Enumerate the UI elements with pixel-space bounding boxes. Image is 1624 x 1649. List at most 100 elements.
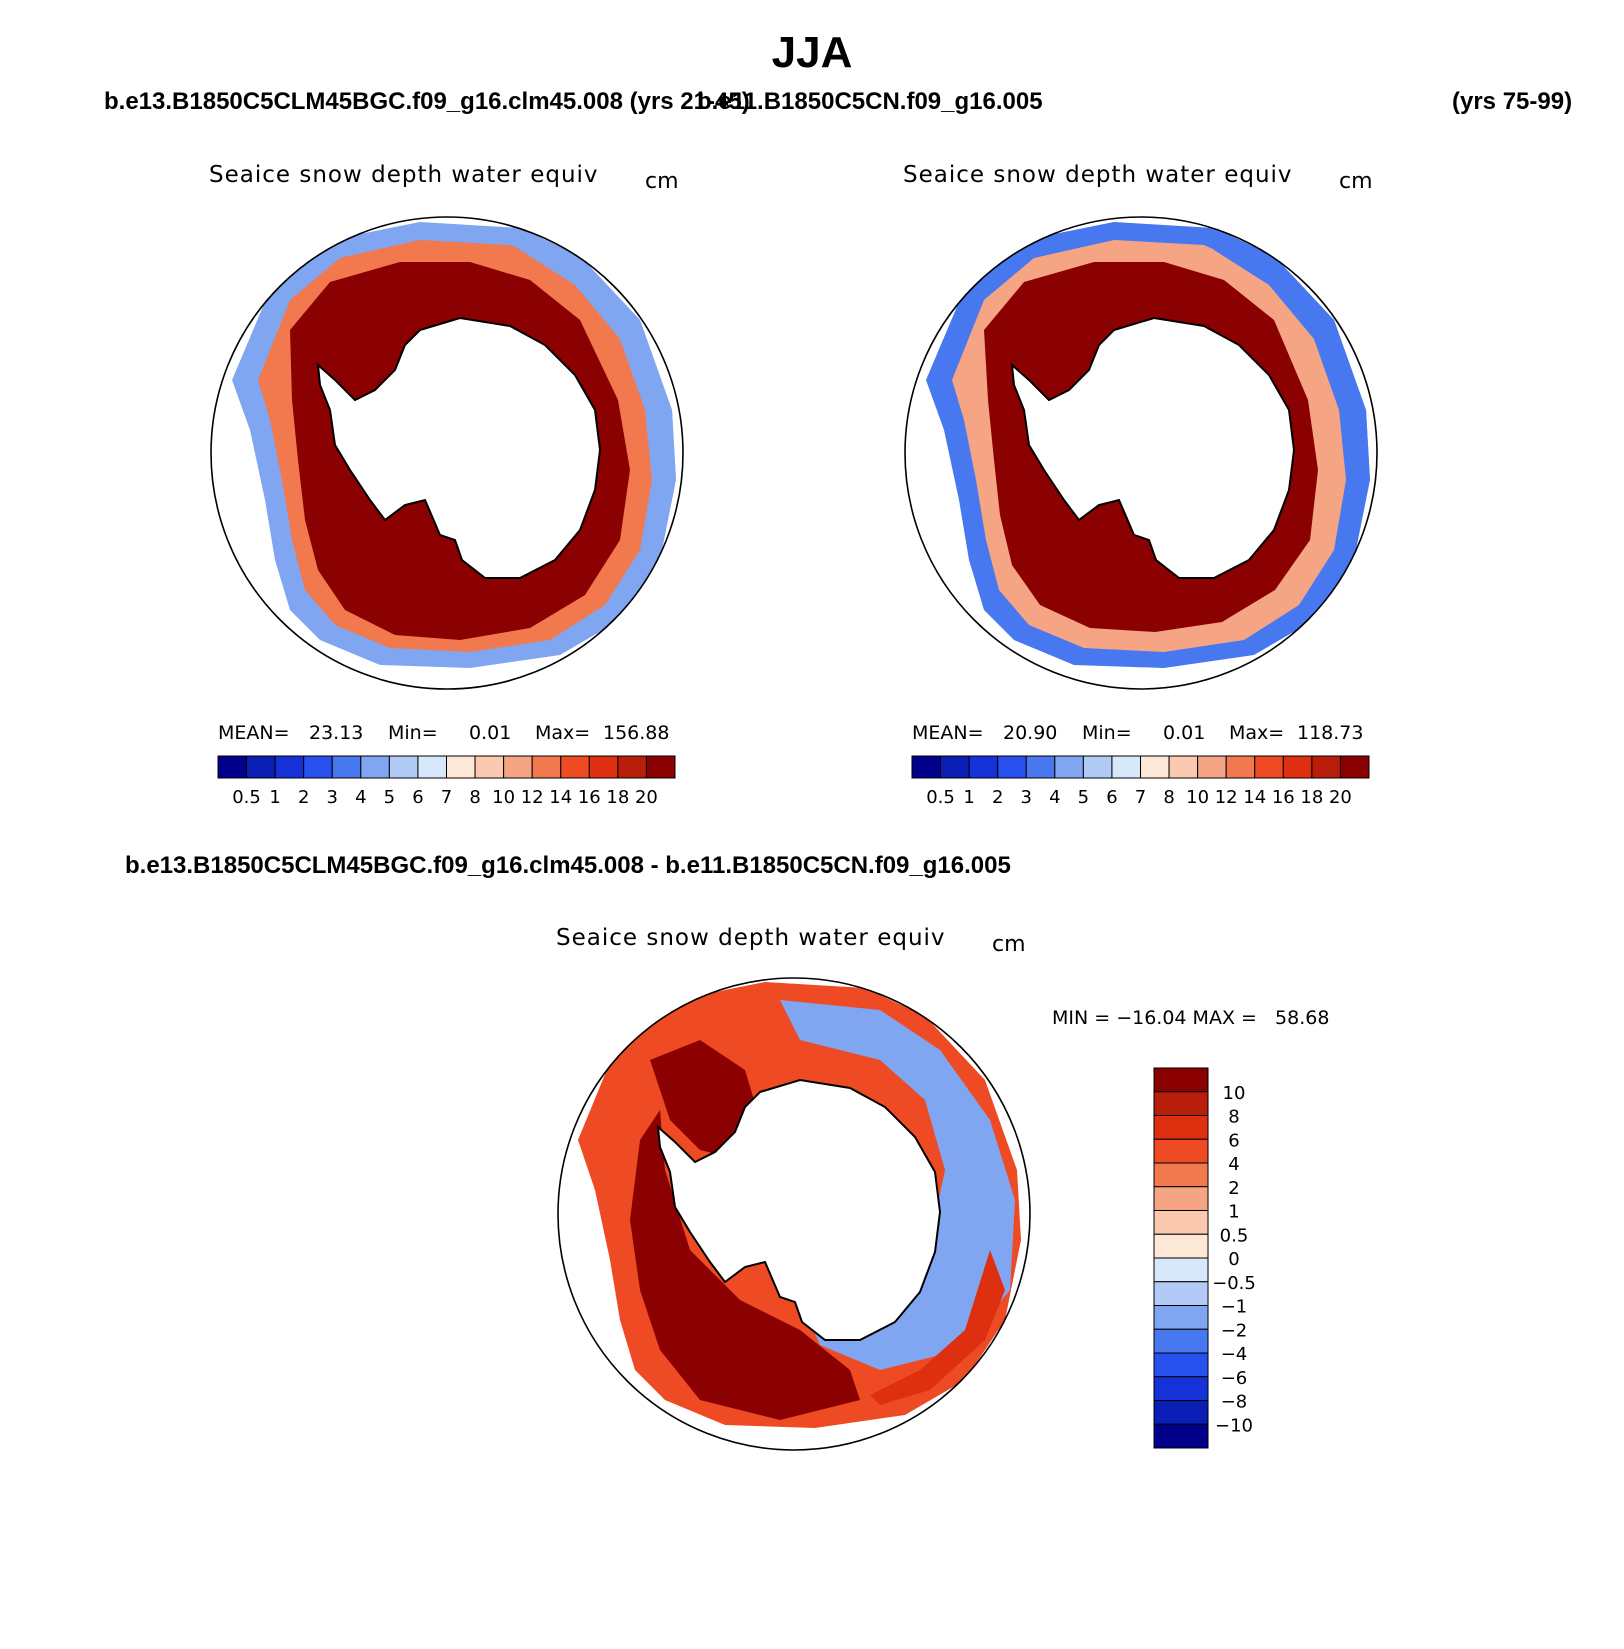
left-colorbar-swatch	[274, 755, 305, 779]
diff-colorbar-tick-label: −4	[1221, 1344, 1248, 1365]
diff-ross-positive	[650, 1040, 760, 1160]
right-colorbar: 0.5 1 2 3 4 5 6 7 8 10 12 14 16 18 20	[911, 755, 1370, 808]
diff-colorbar-swatch	[1153, 1376, 1209, 1401]
diff-colorbar-swatch	[1153, 1257, 1209, 1283]
right-colorbar-tick-label: 10	[1186, 787, 1209, 808]
left-colorbar-swatch	[617, 755, 647, 779]
left-colorbar-tick-label: 12	[521, 787, 544, 808]
diff-weddell-positive	[630, 1110, 860, 1420]
right-colorbar-tick-label: 18	[1300, 787, 1323, 808]
left-colorbar-tick-label: 3	[327, 787, 338, 808]
left-min-value: 0.01	[469, 722, 512, 744]
left-colorbar-tick-label: 1	[269, 787, 280, 808]
diff-colorbar-tick-label: −1	[1221, 1297, 1248, 1318]
left-min-label: Min=	[388, 722, 438, 744]
right-colorbar-tick-label: 3	[1021, 787, 1032, 808]
left-colorbar-swatch	[645, 755, 676, 779]
left-colorbar-tick-label: 18	[606, 787, 629, 808]
diff-map	[557, 977, 1031, 1451]
right-colorbar-tick-label: 14	[1243, 787, 1266, 808]
diff-panel-units: cm	[992, 932, 1026, 957]
left-colorbar-tick-label: 20	[635, 787, 658, 808]
diff-colorbar-swatch	[1153, 1328, 1209, 1354]
left-mean-value: 23.13	[309, 722, 364, 744]
diff-map-boundary	[557, 977, 1031, 1451]
diff-header: b.e13.B1850C5CLM45BGC.f09_g16.clm45.008 …	[125, 852, 1011, 879]
right-colorbar-swatch	[1197, 755, 1227, 779]
right-colorbar-swatch	[1311, 755, 1341, 779]
left-colorbar-swatch	[303, 755, 333, 779]
right-colorbar-tick-label: 12	[1215, 787, 1238, 808]
left-max-label: Max=	[535, 722, 591, 744]
right-colorbar-tick-label: 1	[963, 787, 974, 808]
left-colorbar-tick-label: 7	[441, 787, 452, 808]
right-colorbar-tick-label: 16	[1272, 787, 1295, 808]
right-colorbar-swatch	[1111, 755, 1141, 779]
right-colorbar-swatch	[1054, 755, 1084, 779]
right-bluering-east	[1214, 228, 1370, 480]
right-colorbar-swatch	[1140, 755, 1170, 779]
diff-colorbar-swatch	[1153, 1305, 1209, 1330]
right-mean-label: MEAN=	[912, 722, 984, 744]
right-map-boundary	[904, 216, 1378, 690]
diff-indian-sector	[780, 1000, 1015, 1370]
diff-colorbar-tick-label: 0.5	[1220, 1225, 1249, 1246]
left-max-value: 156.88	[603, 722, 670, 744]
left-panel-units: cm	[645, 169, 679, 194]
diff-colorbar-tick-label: 4	[1228, 1154, 1239, 1175]
left-colorbar-tick-label: 16	[578, 787, 601, 808]
right-colorbar-tick-label: 2	[992, 787, 1003, 808]
diff-colorbar-tick-label: 0	[1228, 1249, 1239, 1270]
diff-colorbar-swatch	[1153, 1138, 1209, 1164]
left-colorbar-swatch	[246, 755, 276, 779]
right-panel-title: Seaice snow depth water equiv	[903, 162, 1293, 188]
right-panel-units: cm	[1339, 169, 1373, 194]
case2-years: (yrs 75-99)	[1452, 88, 1573, 115]
left-map	[210, 216, 684, 690]
diff-panel-title: Seaice snow depth water equiv	[556, 925, 946, 951]
left-colorbar-tick-label: 8	[469, 787, 480, 808]
right-colorbar-tick-label: 5	[1078, 787, 1089, 808]
left-colorbar-swatch	[474, 755, 505, 779]
left-panel-title: Seaice snow depth water equiv	[209, 162, 599, 188]
right-colorbar-swatch	[911, 755, 942, 779]
diff-antarctica	[656, 1078, 942, 1341]
right-colorbar-tick-label: 8	[1163, 787, 1174, 808]
case1-header: b.e13.B1850C5CLM45BGC.f09_g16.clm45.008 …	[104, 88, 750, 115]
left-colorbar: 0.5 1 2 3 4 5 6 7 8 10 12 14 16 18 20	[217, 755, 676, 808]
diff-minmax-text: MIN = −16.04 MAX = 58.68	[1052, 1007, 1330, 1029]
diff-colorbar-tick-label: 2	[1228, 1178, 1239, 1199]
diff-colorbar-swatch	[1153, 1281, 1209, 1306]
diff-colorbar-swatch	[1153, 1091, 1209, 1116]
left-colorbar-swatch	[360, 755, 390, 779]
right-colorbar-tick-label: 7	[1135, 787, 1146, 808]
left-antarctica	[316, 316, 602, 579]
diff-colorbar-tick-label: 6	[1228, 1130, 1239, 1151]
right-min-value: 0.01	[1163, 722, 1206, 744]
figure-title: JJA	[771, 28, 853, 77]
left-colorbar-tick-label: 6	[412, 787, 423, 808]
diff-colorbar-tick-label: −10	[1215, 1415, 1253, 1436]
right-colorbar-swatch	[1082, 755, 1113, 779]
diff-colorbar-tick-label: 8	[1228, 1107, 1239, 1128]
diff-colorbar-tick-label: 1	[1228, 1202, 1239, 1223]
left-colorbar-tick-label: 10	[492, 787, 515, 808]
diff-colorbar-swatch	[1153, 1162, 1209, 1188]
left-colorbar-tick-label: 4	[355, 787, 366, 808]
left-mean-label: MEAN=	[218, 722, 290, 744]
right-colorbar-swatch	[1282, 755, 1313, 779]
left-colorbar-swatch	[217, 755, 248, 779]
right-colorbar-swatch	[1254, 755, 1284, 779]
left-colorbar-swatch	[531, 755, 562, 779]
right-max-value: 118.73	[1297, 722, 1364, 744]
diff-colorbar-swatch	[1153, 1115, 1209, 1140]
diff-colorbar-swatch	[1153, 1186, 1209, 1211]
left-colorbar-tick-label: 14	[549, 787, 572, 808]
left-colorbar-swatch	[588, 755, 619, 779]
left-map-boundary	[210, 216, 684, 690]
diff-colorbar-swatch	[1153, 1423, 1209, 1449]
left-colorbar-swatch	[503, 755, 533, 779]
right-colorbar-swatch	[1339, 755, 1370, 779]
right-colorbar-tick-label: 20	[1329, 787, 1352, 808]
